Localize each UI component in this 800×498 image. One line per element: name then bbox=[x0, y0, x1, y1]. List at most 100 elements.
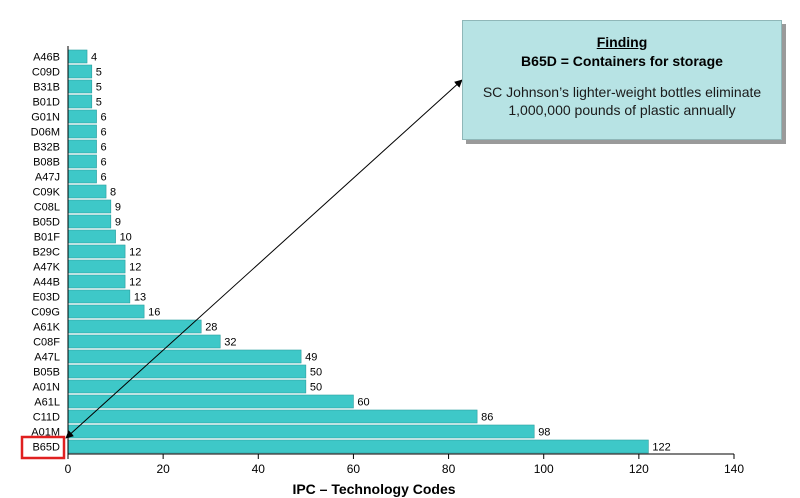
value-label-a44b: 12 bbox=[129, 277, 141, 289]
value-label-c09g: 16 bbox=[148, 307, 160, 319]
finding-text: SC Johnson’s lighter-weight bottles elim… bbox=[463, 83, 781, 119]
value-label-b05b: 50 bbox=[310, 367, 322, 379]
value-label-c09k: 8 bbox=[110, 187, 116, 199]
category-label-b32b: B32B bbox=[33, 142, 60, 154]
category-label-a61k: A61K bbox=[33, 322, 61, 334]
value-label-a01n: 50 bbox=[310, 382, 322, 394]
category-label-b05d: B05D bbox=[32, 217, 60, 229]
category-label-c08f: C08F bbox=[33, 337, 60, 349]
bar-a47j bbox=[67, 169, 97, 184]
x-tick-label-20: 20 bbox=[156, 462, 170, 476]
value-label-b05d: 9 bbox=[115, 217, 121, 229]
value-label-g01n: 6 bbox=[101, 112, 107, 124]
finding-text-line-2: 1,000,000 pounds of plastic annually bbox=[508, 102, 736, 118]
value-label-a61l: 60 bbox=[357, 397, 369, 409]
x-tick-label-100: 100 bbox=[534, 462, 554, 476]
category-label-b31b: B31B bbox=[33, 82, 60, 94]
category-labels-group: A46B C09D B31B B01D G01N D06M B32B B08B A47J C09K… bbox=[31, 52, 61, 454]
category-label-d06m: D06M bbox=[31, 127, 60, 139]
bar-a01m bbox=[67, 424, 535, 439]
category-label-b65d: B65D bbox=[32, 442, 60, 454]
value-label-b29c: 12 bbox=[129, 247, 141, 259]
category-label-a47l: A47L bbox=[34, 352, 60, 364]
bar-a47l bbox=[67, 349, 302, 364]
category-label-c09k: C09K bbox=[32, 187, 60, 199]
finding-subtitle: B65D = Containers for storage bbox=[521, 53, 723, 69]
bar-c09d bbox=[67, 64, 93, 79]
category-label-g01n: G01N bbox=[31, 112, 60, 124]
category-label-a01m: A01M bbox=[31, 427, 60, 439]
bar-b01f bbox=[67, 229, 116, 244]
category-label-a61l: A61L bbox=[34, 397, 60, 409]
category-label-e03d: E03D bbox=[32, 292, 60, 304]
category-label-a47j: A47J bbox=[35, 172, 60, 184]
bar-b01d bbox=[67, 94, 93, 109]
bar-b05b bbox=[67, 364, 307, 379]
highlight-box-b65d bbox=[20, 435, 66, 460]
value-label-c09d: 5 bbox=[96, 67, 102, 79]
value-label-e03d: 13 bbox=[134, 292, 146, 304]
value-label-c08l: 9 bbox=[115, 202, 121, 214]
bar-c08l bbox=[67, 199, 112, 214]
bar-a46b bbox=[67, 49, 88, 64]
bar-b08b bbox=[67, 154, 97, 169]
bar-a01n bbox=[67, 379, 307, 394]
value-label-a46b: 4 bbox=[91, 52, 97, 64]
finding-text-line-1: SC Johnson’s lighter-weight bottles elim… bbox=[482, 84, 762, 100]
bar-c09k bbox=[67, 184, 107, 199]
category-label-a01n: A01N bbox=[32, 382, 60, 394]
category-label-b01f: B01F bbox=[34, 232, 61, 244]
category-label-a46b: A46B bbox=[33, 52, 60, 64]
bar-b31b bbox=[67, 79, 93, 94]
category-label-b01d: B01D bbox=[32, 97, 60, 109]
annotation-arrow bbox=[65, 79, 463, 439]
x-tick-label-120: 120 bbox=[629, 462, 649, 476]
category-label-b05b: B05B bbox=[33, 367, 60, 379]
value-label-a61k: 28 bbox=[205, 322, 217, 334]
bar-a61k bbox=[67, 319, 202, 334]
category-label-b08b: B08B bbox=[33, 157, 60, 169]
x-tick-label-60: 60 bbox=[347, 462, 361, 476]
finding-title: Finding bbox=[596, 34, 648, 50]
value-label-c08f: 32 bbox=[224, 337, 236, 349]
bar-c08f bbox=[67, 334, 221, 349]
x-tick-label-40: 40 bbox=[252, 462, 266, 476]
value-label-a01m: 98 bbox=[538, 427, 550, 439]
axes-group: 0 20 40 60 80 100 120 140 bbox=[65, 46, 744, 476]
bar-b05d bbox=[67, 214, 112, 229]
category-label-c09d: C09D bbox=[32, 67, 60, 79]
bar-b29c bbox=[67, 244, 126, 259]
category-label-a47k: A47K bbox=[33, 262, 61, 274]
category-label-c08l: C08L bbox=[34, 202, 60, 214]
value-label-b31b: 5 bbox=[96, 82, 102, 94]
bar-g01n bbox=[67, 109, 97, 124]
category-label-c11d: C11D bbox=[33, 412, 60, 424]
bar-c11d bbox=[67, 409, 478, 424]
bar-b65d bbox=[67, 439, 649, 454]
bar-c09g bbox=[67, 304, 145, 319]
value-label-b32b: 6 bbox=[101, 142, 107, 154]
bar-e03d bbox=[67, 289, 131, 304]
category-label-b29c: B29C bbox=[32, 247, 60, 259]
bar-a44b bbox=[67, 274, 126, 289]
finding-callout: Finding B65D = Containers for storage SC… bbox=[462, 20, 782, 140]
bar-d06m bbox=[67, 124, 97, 139]
annotation-arrow-group bbox=[20, 79, 463, 460]
x-tick-label-140: 140 bbox=[724, 462, 744, 476]
value-label-d06m: 6 bbox=[101, 127, 107, 139]
value-label-a47k: 12 bbox=[129, 262, 141, 274]
value-label-b01f: 10 bbox=[120, 232, 132, 244]
category-label-c09g: C09G bbox=[31, 307, 60, 319]
value-label-a47l: 49 bbox=[305, 352, 317, 364]
bar-a47k bbox=[67, 259, 126, 274]
value-label-c11d: 86 bbox=[481, 412, 493, 424]
value-label-b65d: 122 bbox=[652, 442, 670, 454]
x-axis-title: IPC – Technology Codes bbox=[292, 481, 455, 497]
value-label-a47j: 6 bbox=[101, 172, 107, 184]
bar-b32b bbox=[67, 139, 97, 154]
x-tick-label-0: 0 bbox=[65, 462, 72, 476]
value-label-b08b: 6 bbox=[101, 157, 107, 169]
value-label-b01d: 5 bbox=[96, 97, 102, 109]
x-tick-label-80: 80 bbox=[442, 462, 456, 476]
